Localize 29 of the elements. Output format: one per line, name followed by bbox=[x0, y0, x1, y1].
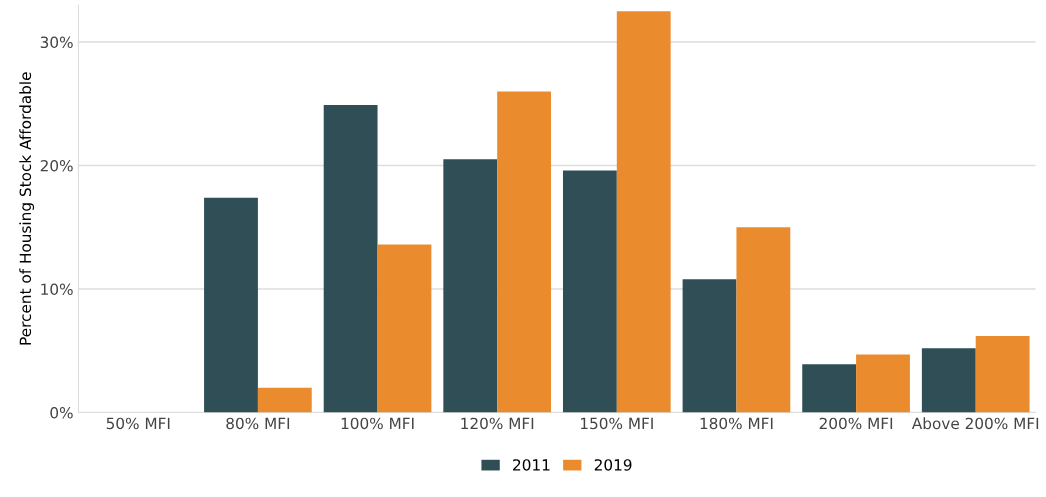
x-tick-label: 50% MFI bbox=[106, 417, 170, 430]
y-tick-label: 10% bbox=[41, 283, 73, 296]
bar bbox=[802, 364, 857, 413]
legend-label: 2011 bbox=[513, 459, 550, 471]
bar bbox=[497, 91, 552, 413]
bar bbox=[975, 335, 1030, 413]
x-tick-label: Above 200% MFI bbox=[911, 417, 1039, 430]
bar bbox=[736, 227, 791, 413]
bar bbox=[562, 170, 617, 413]
legend-label: 2019 bbox=[594, 459, 632, 471]
bar bbox=[377, 244, 432, 413]
y-axis-title: Percent of Housing Stock Affordable bbox=[19, 72, 35, 345]
bar bbox=[856, 354, 910, 413]
x-tick-label: 120% MFI bbox=[461, 417, 534, 430]
bar bbox=[616, 11, 671, 413]
y-tick-label: 20% bbox=[40, 159, 73, 172]
bar bbox=[257, 387, 312, 413]
bar bbox=[682, 279, 737, 413]
x-tick-label: 80% MFI bbox=[226, 417, 290, 430]
bar bbox=[323, 105, 378, 413]
y-tick-label: 0% bbox=[50, 406, 73, 419]
bar bbox=[443, 159, 498, 413]
bar bbox=[921, 348, 976, 413]
x-tick-label: 100% MFI bbox=[341, 417, 414, 430]
x-tick-label: 150% MFI bbox=[580, 417, 653, 430]
x-tick-label: 180% MFI bbox=[700, 417, 773, 430]
bar bbox=[204, 197, 258, 413]
x-tick-label: 200% MFI bbox=[819, 417, 893, 430]
y-tick-label: 30% bbox=[40, 36, 73, 49]
